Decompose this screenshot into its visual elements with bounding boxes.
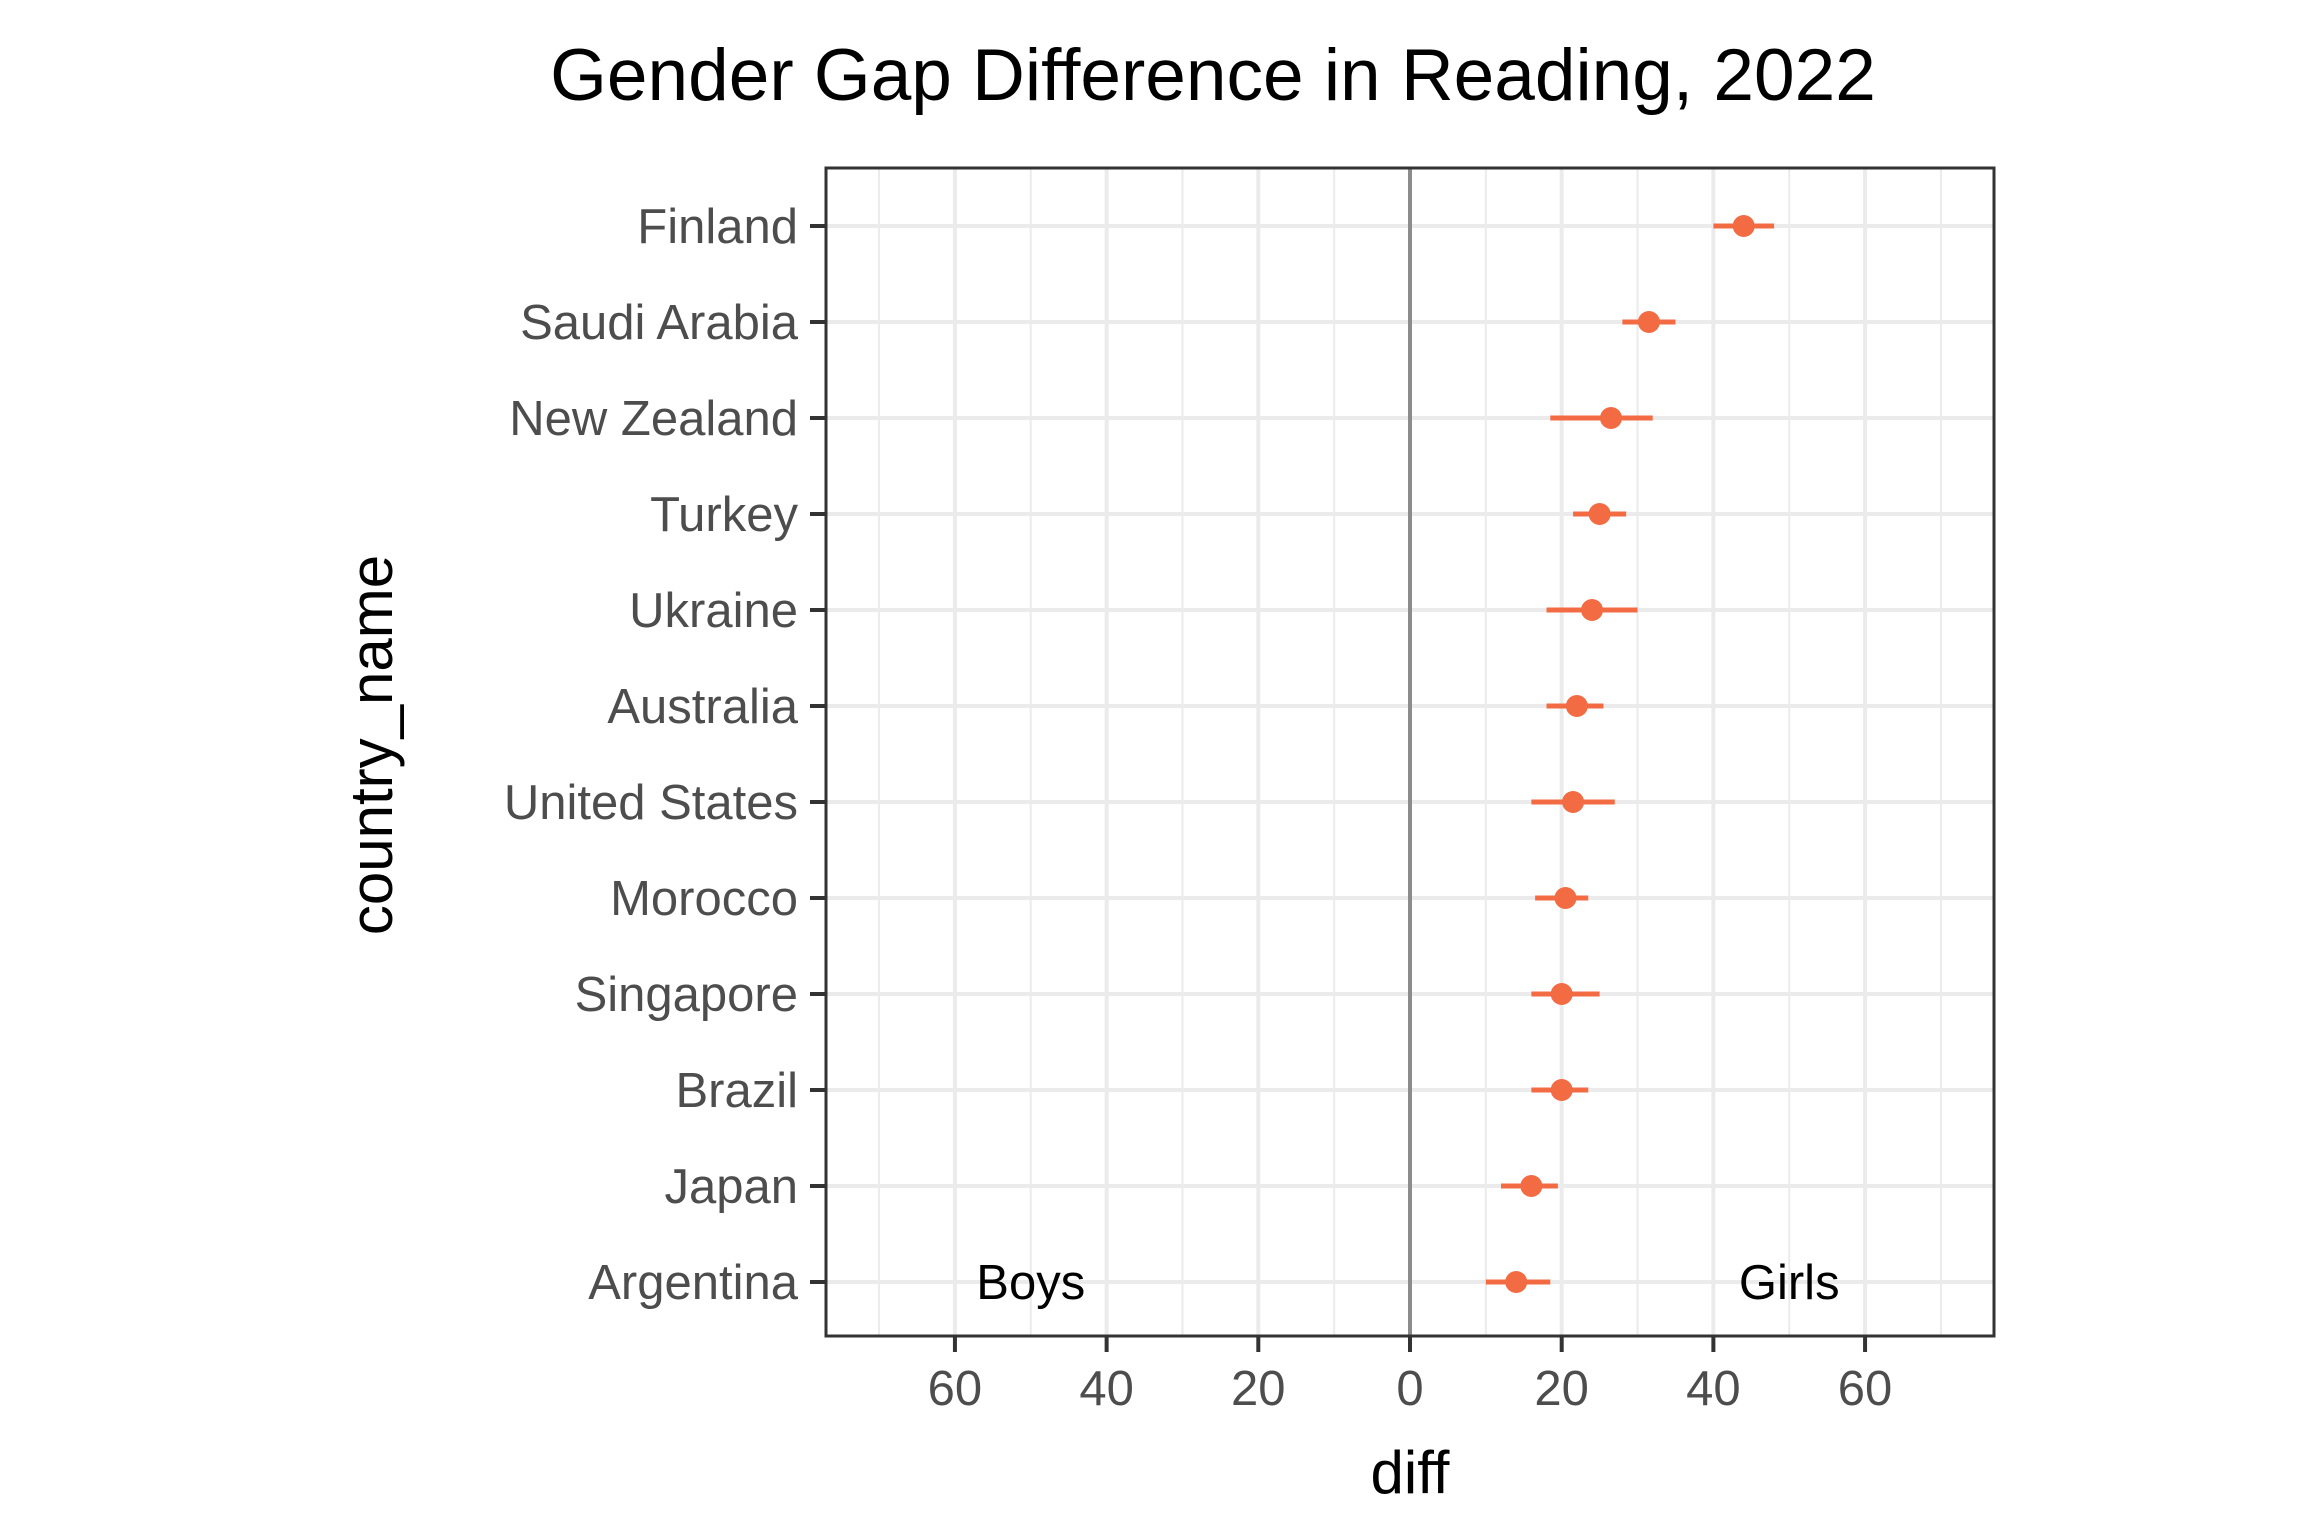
y-tick-label: Saudi Arabia — [520, 296, 799, 350]
y-tick-label: Turkey — [650, 488, 798, 542]
x-tick-label: 20 — [1534, 1362, 1589, 1416]
y-axis-title: country_name — [338, 555, 405, 935]
x-tick-label: 60 — [928, 1362, 983, 1416]
y-tick-label: United States — [504, 776, 798, 830]
y-tick-label: New Zealand — [509, 392, 798, 446]
y-tick-label: Brazil — [675, 1064, 798, 1118]
data-point — [1505, 1271, 1528, 1293]
y-tick-label: Japan — [664, 1160, 798, 1214]
y-tick-label: Finland — [637, 200, 798, 254]
data-point — [1588, 503, 1611, 525]
x-tick-label: 20 — [1231, 1362, 1286, 1416]
data-point — [1637, 311, 1660, 333]
x-axis-title: diff — [1371, 1439, 1450, 1506]
y-tick-label: Argentina — [588, 1256, 799, 1310]
side-annotations: Boys Girls — [976, 1256, 1839, 1310]
y-axis-ticks: Finland Saudi Arabia New Zealand Turkey Ukra… — [504, 200, 826, 1310]
data-point — [1562, 791, 1585, 813]
data-point — [1565, 695, 1588, 717]
x-tick-label: 40 — [1079, 1362, 1134, 1416]
data-point — [1581, 599, 1604, 621]
x-tick-label: 0 — [1396, 1362, 1423, 1416]
data-point — [1520, 1175, 1543, 1197]
chart-title: Gender Gap Difference in Reading, 2022 — [550, 35, 1876, 116]
data-points — [1505, 215, 1755, 1293]
x-axis-ticks: 60 40 20 0 20 40 60 — [928, 1336, 1893, 1416]
annotation-label: Boys — [976, 1256, 1085, 1310]
y-tick-label: Australia — [607, 680, 798, 734]
grid-minor-lines — [878, 168, 1942, 1336]
data-point — [1550, 983, 1573, 1005]
data-point — [1550, 1079, 1573, 1101]
y-tick-label: Ukraine — [629, 584, 798, 638]
error-bars — [1485, 223, 1775, 1285]
data-point — [1599, 407, 1622, 429]
data-point — [1732, 215, 1755, 237]
x-tick-label: 60 — [1838, 1362, 1893, 1416]
data-point — [1554, 887, 1577, 909]
annotation-label: Girls — [1739, 1256, 1840, 1310]
y-tick-label: Morocco — [610, 872, 798, 926]
x-tick-label: 40 — [1686, 1362, 1741, 1416]
y-tick-label: Singapore — [575, 968, 798, 1022]
